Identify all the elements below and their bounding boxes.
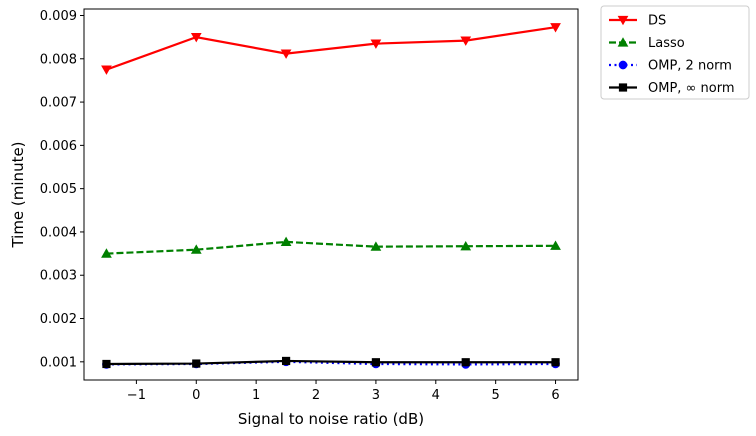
legend-marker [617,37,629,47]
legend-item-omp-inf-norm: OMP, ∞ norm [609,81,735,96]
x-tick-label: 4 [432,388,440,403]
legend-items: DS Lasso OMP, 2 norm OMP, ∞ norm [609,14,735,96]
series-line-lasso [106,240,556,255]
data-point-lasso [280,236,292,247]
legend-label: Lasso [648,36,685,51]
x-tick-label: 2 [312,388,320,403]
y-axis: 0.001 0.002 0.003 0.004 0.005 0.006 0.007 0.008… [40,9,84,370]
data-point-lasso [550,240,561,250]
data-point-omp-inf-norm [192,359,201,368]
series-lasso [101,236,561,258]
legend-frame [600,5,750,100]
x-tick-label: 3 [372,388,380,403]
y-tick-label: 0.008 [40,52,77,67]
legend-item-omp-2-norm: OMP, 2 norm [609,59,732,74]
series-layer [101,23,561,369]
legend-marker [618,83,628,92]
y-tick-label: 0.009 [40,9,77,24]
legend-label: DS [648,14,666,29]
data-point-omp-inf-norm [371,358,381,367]
legend: DS Lasso OMP, 2 norm OMP, ∞ norm [600,5,750,100]
legend-item-lasso: Lasso [609,36,685,51]
x-tick-label: 5 [492,388,500,403]
series-line-omp-inf-norm [106,359,556,366]
data-point-ds [101,65,112,75]
series-line-ds [106,26,556,71]
data-point-lasso [370,241,382,251]
data-point-lasso [101,248,112,258]
legend-label: OMP, 2 norm [648,59,732,74]
y-tick-label: 0.005 [40,182,77,197]
legend-marker [618,60,628,70]
y-tick-label: 0.003 [40,269,77,284]
series-line-omp-2-norm [106,360,556,366]
x-tick-label: −1 [127,388,146,403]
x-axis: −1 0 1 2 3 4 5 6 [127,380,560,403]
legend-item-ds: DS [609,14,666,29]
y-tick-label: 0.002 [40,312,77,327]
series-omp-inf-norm [102,356,560,369]
y-tick-label: 0.006 [40,139,77,154]
y-tick-label: 0.004 [40,225,77,240]
data-point-omp-inf-norm [551,358,560,367]
y-tick-label: 0.007 [40,96,77,111]
legend-marker [617,15,629,26]
data-point-ds [280,49,292,59]
data-point-ds [460,36,472,46]
y-axis-label: Time (minute) [9,141,27,248]
legend-label: OMP, ∞ norm [648,81,735,96]
data-point-omp-inf-norm [102,359,111,369]
x-tick-label: 0 [192,388,200,403]
data-point-omp-inf-norm [281,356,291,366]
x-axis-label: Signal to noise ratio (dB) [238,410,424,428]
y-tick-label: 0.001 [40,355,77,370]
x-tick-label: 6 [551,388,559,403]
data-point-ds [550,23,561,33]
data-point-omp-inf-norm [461,358,470,367]
data-point-lasso [460,240,472,251]
plot-frame [83,8,579,381]
x-tick-label: 1 [252,388,260,403]
series-ds [101,23,561,75]
data-point-lasso [190,244,202,254]
data-point-ds [190,33,202,43]
plot-area [84,9,578,380]
data-point-ds [370,39,382,49]
